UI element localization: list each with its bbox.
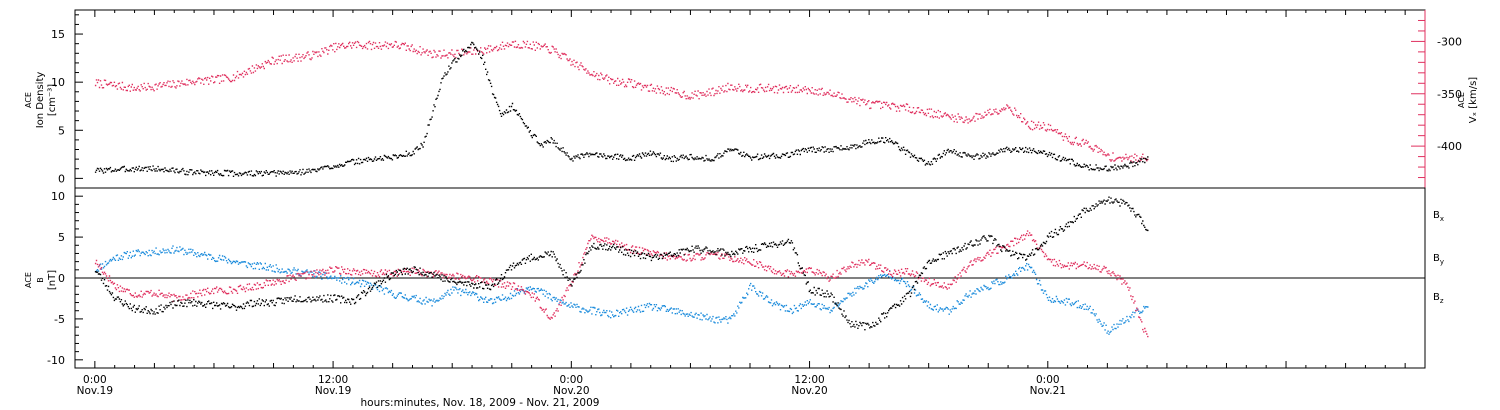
x-tick-label-time: 12:00 <box>794 374 824 386</box>
top-left-tick-label: 10 <box>51 76 65 89</box>
legend-entry-subscript: z <box>1440 297 1444 305</box>
top-right-tick-label: -400 <box>1437 140 1462 153</box>
legend-entry-by: By <box>1433 253 1444 266</box>
top-plot-frame <box>74 9 1426 189</box>
x-axis: 0:00Nov.1912:00Nov.190:00Nov.2012:00Nov.… <box>77 10 1406 397</box>
legend-entry-base: B <box>1433 253 1440 264</box>
top-left-tick-label: 5 <box>58 124 65 137</box>
legend-entry-base: B <box>1433 292 1440 303</box>
legend-entry-subscript: y <box>1440 258 1444 266</box>
top-left-tick-label: 0 <box>58 172 65 185</box>
bz-series-dots <box>94 230 1149 338</box>
bottom-left-tick-label: 10 <box>51 190 65 203</box>
x-tick-label-time: 0:00 <box>83 374 107 386</box>
x-tick-label-date: Nov.20 <box>791 385 827 397</box>
bottom-left-axis-title-line: [nT] <box>47 270 58 290</box>
top-right-tick-label: -350 <box>1437 88 1462 101</box>
bottom-left-tick-label: 5 <box>58 231 65 244</box>
top-right-axis-title: ACE Vₓ [km/s] <box>1457 77 1479 123</box>
top-left-axis-title-line: Ion Density <box>35 72 46 129</box>
x-tick-label-date: Nov.20 <box>553 385 589 397</box>
x-tick-label-date: Nov.19 <box>315 385 351 397</box>
top-right-axis-title-line: Vₓ [km/s] <box>1468 77 1479 123</box>
x-tick-label-date: Nov.19 <box>77 385 113 397</box>
legend-entry-bz: Bz <box>1433 292 1444 305</box>
top-left-axis-title-line: [cm⁻³] <box>47 84 58 116</box>
bottom-left-axis-title-line: B <box>36 277 45 283</box>
top-right-axis-title-line: ACE <box>1457 92 1466 108</box>
vx-series-dots <box>94 40 1149 163</box>
ion-density-series-dots <box>94 41 1149 177</box>
bottom-left-tick-label: 0 <box>58 272 65 285</box>
legend-entry-subscript: x <box>1440 215 1444 223</box>
bottom-left-axis-title: ACE B [nT] <box>24 270 58 290</box>
bottom-left-tick-label: -5 <box>54 313 65 326</box>
x-tick-label-time: 0:00 <box>560 374 584 386</box>
legend-entry-base: B <box>1433 210 1440 221</box>
bx-series-dots <box>94 196 1149 331</box>
x-tick-label-time: 0:00 <box>1036 374 1060 386</box>
x-tick-label-date: Nov.21 <box>1030 385 1066 397</box>
top-left-axis-title-line: ACE <box>24 92 33 108</box>
bottom-left-axis-title-line: ACE <box>24 272 33 288</box>
top-left-axis-title: ACE Ion Density[cm⁻³] <box>24 72 58 129</box>
x-tick-label-time: 12:00 <box>318 374 348 386</box>
top-left-tick-label: 15 <box>51 28 65 41</box>
x-axis-title: hours:minutes, Nov. 18, 2009 - Nov. 21, … <box>361 397 600 409</box>
top-right-tick-label: -300 <box>1437 35 1462 48</box>
bottom-left-tick-label: -10 <box>47 354 65 367</box>
legend-entry-bx: Bx <box>1433 210 1444 223</box>
